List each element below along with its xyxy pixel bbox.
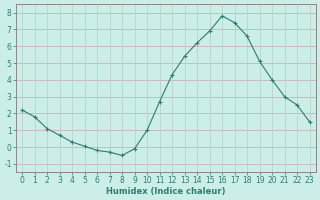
- X-axis label: Humidex (Indice chaleur): Humidex (Indice chaleur): [106, 187, 226, 196]
